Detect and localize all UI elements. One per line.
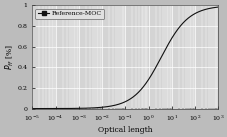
X-axis label: Optical length: Optical length: [98, 125, 152, 134]
Legend: Reference-MOC: Reference-MOC: [35, 9, 104, 19]
Y-axis label: $P_{ff}$ [%]: $P_{ff}$ [%]: [3, 44, 16, 70]
